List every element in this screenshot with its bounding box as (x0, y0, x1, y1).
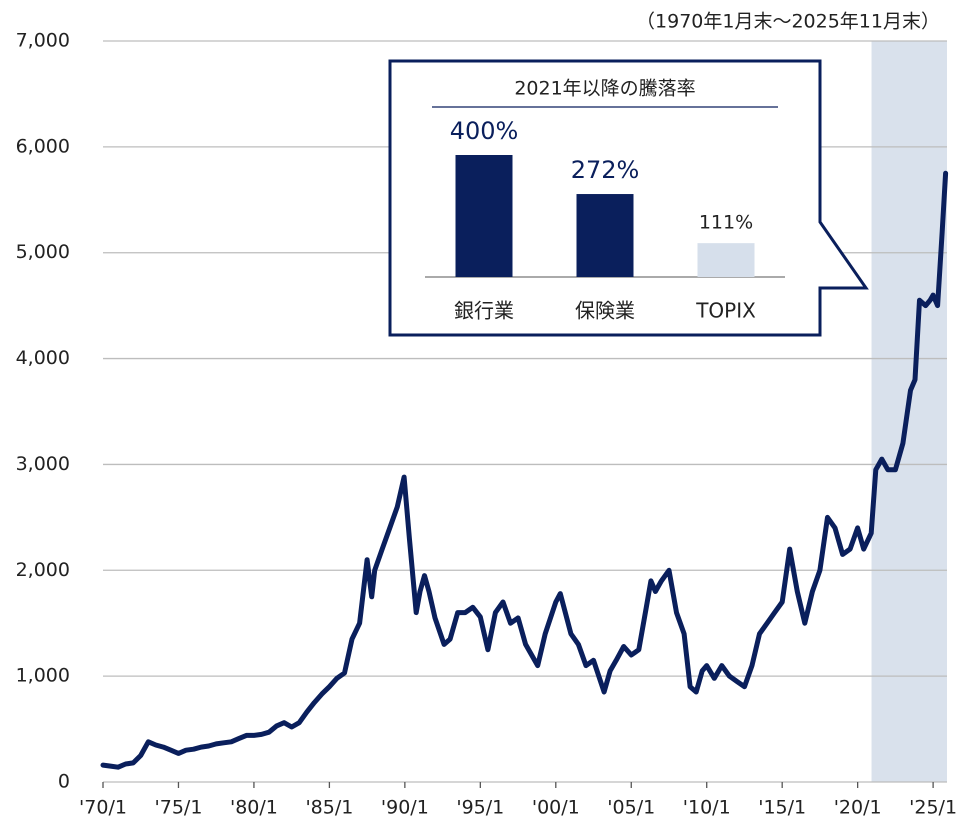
x-tick-label: '80/1 (230, 797, 278, 819)
x-tick-label: '90/1 (381, 797, 429, 819)
y-tick-label: 6,000 (16, 135, 70, 157)
y-tick-label: 3,000 (16, 453, 70, 475)
y-tick-label: 4,000 (16, 347, 70, 369)
y-tick-label: 7,000 (16, 30, 70, 52)
inset-title: 2021年以降の騰落率 (514, 78, 695, 100)
x-tick-label: '10/1 (683, 797, 731, 819)
x-tick-label: '15/1 (758, 797, 806, 819)
bar-value-label: 111% (699, 212, 753, 234)
bar-value-label: 400% (450, 117, 519, 145)
bar (455, 155, 513, 277)
category-label: TOPIX (695, 299, 756, 323)
x-tick-label: '70/1 (79, 797, 127, 819)
x-tick-label: '75/1 (155, 797, 203, 819)
line (100, 170, 949, 770)
x-tick-label: '20/1 (834, 797, 882, 819)
category-label: 銀行業 (454, 299, 514, 323)
x-tick-label: '00/1 (532, 797, 580, 819)
x-tick-label: '25/1 (909, 797, 957, 819)
y-tick-label: 1,000 (16, 665, 70, 687)
x-tick-label: '95/1 (456, 797, 504, 819)
x-tick-label: '05/1 (607, 797, 655, 819)
annotation: （1970年1月末～2025年11月末） (636, 11, 940, 33)
category-label: 保険業 (575, 299, 635, 323)
bar (697, 243, 755, 277)
x-tick-label: '85/1 (305, 797, 353, 819)
y-tick-label: 2,000 (16, 559, 70, 581)
y-tick-label: 5,000 (16, 241, 70, 263)
bar-value-label: 272% (571, 156, 640, 184)
bar (576, 194, 634, 277)
y-tick-label: 0 (58, 771, 70, 793)
